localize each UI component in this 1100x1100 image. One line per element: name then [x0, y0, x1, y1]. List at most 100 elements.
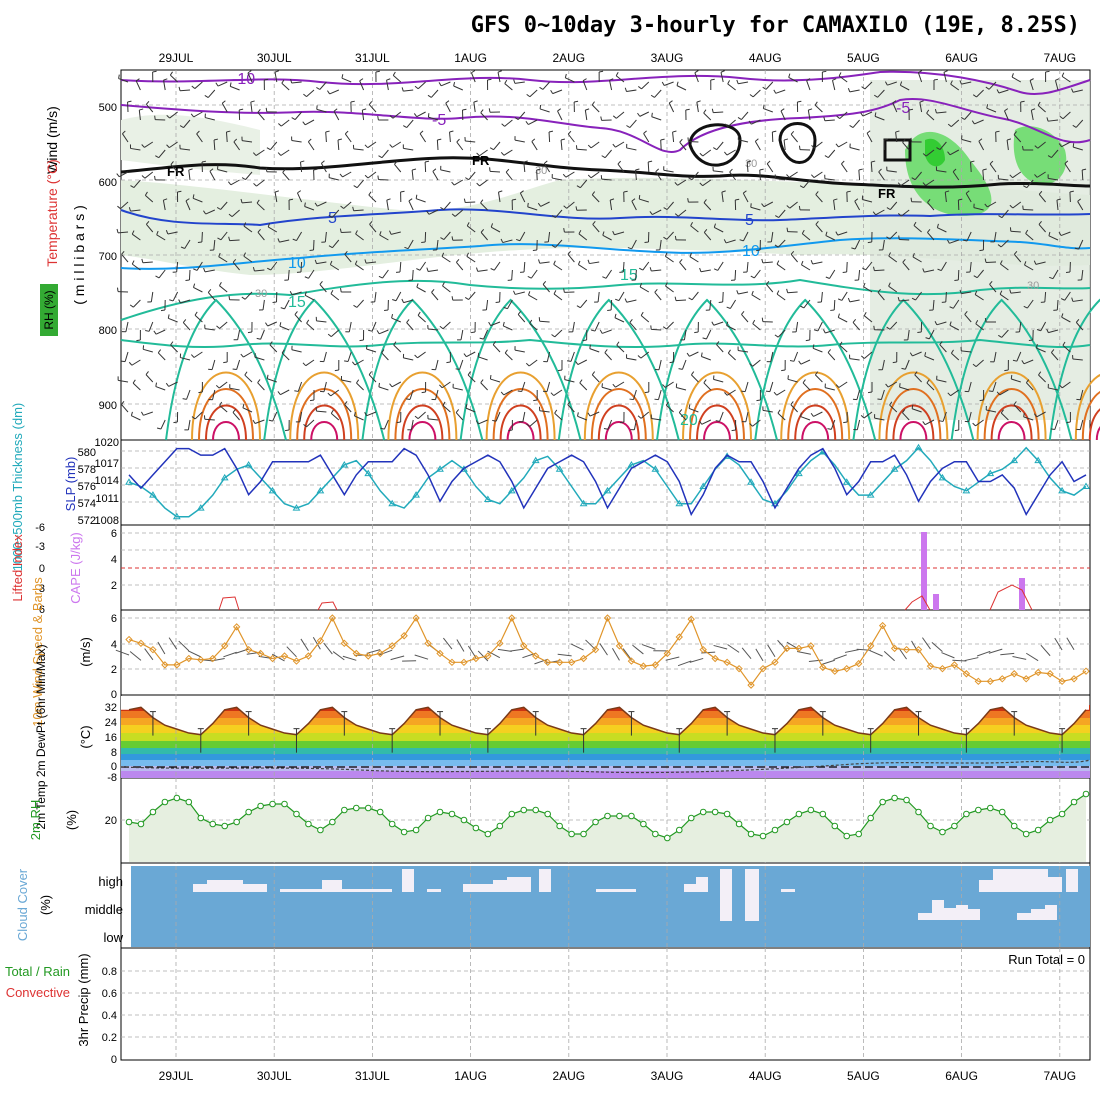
thickness-line-point — [531, 456, 540, 464]
wind-barb — [1011, 76, 1022, 83]
warm-contour — [689, 388, 745, 441]
wind-barb — [703, 232, 712, 241]
wind-barb-flag — [669, 361, 674, 364]
wind-barb-flag — [800, 412, 802, 417]
wind-barb — [607, 419, 613, 430]
wind-barb-flag — [1048, 231, 1051, 236]
wind-barb — [230, 179, 240, 186]
rh-point — [161, 798, 169, 806]
wind-barb-flag — [1006, 138, 1012, 141]
wind10-barb — [1054, 637, 1063, 651]
wind-barb-flag — [489, 375, 492, 380]
wind-barb — [614, 317, 625, 323]
wind10-barb — [342, 655, 357, 661]
wind-barb — [666, 231, 674, 240]
wind-barb-flag — [566, 360, 572, 362]
wind-barb — [304, 206, 315, 211]
precip-tick: 0 — [111, 1054, 117, 1066]
wind-barb-flag — [1056, 198, 1061, 201]
wind-barb-flag — [958, 198, 963, 201]
wind-barb — [787, 378, 798, 383]
wind-barb-flag — [587, 259, 590, 264]
wind-barb-flag — [228, 213, 233, 217]
rh-point — [771, 826, 779, 834]
wind-barb-flag — [1061, 72, 1065, 77]
contour-label-minus5-b: -5 — [896, 100, 910, 117]
wind-barb — [615, 75, 625, 83]
wind-barb — [753, 269, 761, 279]
li-tick: -3 — [35, 541, 45, 553]
wind-barb — [657, 389, 662, 400]
wind-barb-flag — [218, 252, 221, 257]
wind-barb-flag — [489, 147, 494, 151]
wind-barb-flag — [852, 319, 857, 323]
wind-barb — [371, 321, 377, 332]
wind10-point — [735, 664, 743, 673]
wind-barb — [428, 116, 439, 121]
wind-barb-flag — [364, 144, 369, 149]
wind-barb — [440, 81, 451, 87]
wind-barb — [307, 141, 315, 151]
wind-barb — [531, 141, 538, 151]
wind-barb-flag — [421, 391, 426, 394]
wind-barb — [688, 407, 699, 413]
wind-barb — [233, 141, 241, 151]
wind10-point — [161, 661, 169, 669]
wind-barb — [679, 262, 687, 271]
wind-barb-flag — [1037, 101, 1041, 106]
wind-barb-flag — [266, 374, 269, 379]
wind-barb — [284, 299, 290, 310]
wind-barb-flag — [755, 138, 759, 142]
rh-point — [903, 796, 910, 804]
wind-barb-flag — [533, 399, 538, 402]
wind-barb — [143, 411, 153, 416]
wind-barb-flag — [455, 409, 460, 413]
wind10-barb — [235, 648, 249, 654]
wind-barb-flag — [304, 202, 306, 207]
wind-barb-flag — [662, 384, 666, 388]
wind-barb-flag — [344, 250, 348, 255]
wind-barb-flag — [655, 168, 660, 172]
wind-barb — [592, 224, 600, 233]
wind-barb — [1038, 224, 1046, 233]
wind-barb-flag — [548, 130, 554, 133]
wind-barb-flag — [414, 354, 418, 359]
wind-barb-flag — [272, 301, 277, 304]
wind-barb-flag — [917, 331, 922, 334]
contour-fr-loop3 — [883, 138, 912, 162]
wind-barb-flag — [368, 329, 373, 332]
rh-point — [436, 808, 444, 816]
wind-barb-flag — [892, 100, 897, 104]
temp-tick: 8 — [111, 747, 117, 759]
wind-barb-flag — [500, 238, 504, 243]
cloud-bar — [979, 880, 993, 892]
wind-barb — [564, 379, 575, 383]
wind-barb-flag — [140, 411, 144, 416]
wind-barb-flag — [477, 352, 480, 357]
wind-barb-flag — [426, 210, 430, 215]
wind-barb — [726, 325, 736, 331]
wind-barb-flag — [716, 341, 720, 345]
wind-barb — [493, 261, 501, 271]
wind-barb-flag — [1000, 409, 1004, 414]
wind-barb — [135, 80, 141, 91]
wind-barb — [304, 119, 315, 126]
wind10-point — [783, 644, 791, 653]
wind-barb — [468, 171, 476, 180]
wind-barb-flag — [563, 288, 565, 293]
wind-barb-flag — [239, 108, 244, 111]
wind-barb — [193, 111, 203, 118]
wind-barb-flag — [380, 427, 385, 430]
wind10-point — [579, 654, 588, 663]
wind-barb — [205, 209, 216, 215]
contour-5 — [120, 208, 1091, 227]
wind-barb-flag — [1021, 360, 1025, 365]
contour-15-hill — [557, 298, 680, 441]
wind-barb — [504, 119, 513, 127]
warm-contour — [408, 421, 437, 441]
wind-barb-flag — [415, 194, 418, 199]
date-label-bottom: 30JUL — [257, 1069, 292, 1083]
wind-barb — [775, 89, 786, 94]
wind-barb-flag — [736, 290, 739, 295]
wind-barb-flag — [888, 252, 891, 257]
